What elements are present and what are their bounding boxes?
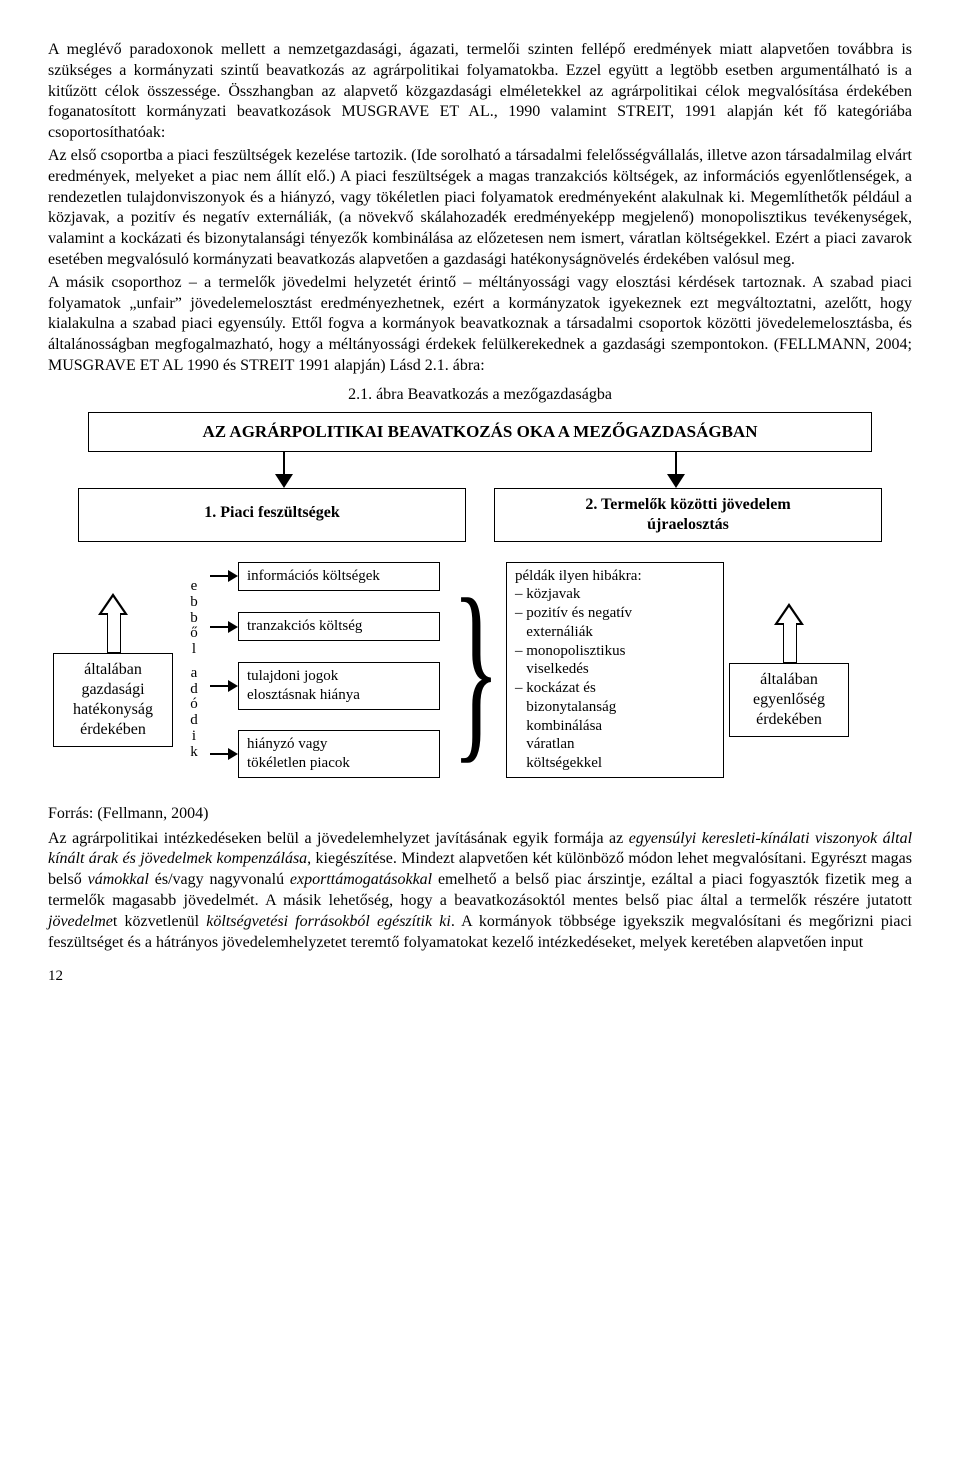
- sub-box-2: tranzakciós költség: [238, 612, 440, 642]
- sub-box-4: hiányzó vagy tökéletlen piacok: [238, 730, 440, 778]
- page-number: 12: [48, 967, 912, 987]
- figure-caption: 2.1. ábra Beavatkozás a mezőgazdaságba: [48, 385, 912, 406]
- paragraph-2: Az első csoportba a piaci feszültségek k…: [48, 146, 912, 271]
- vertical-label: ebből adódik: [178, 562, 210, 778]
- example-4c: kombinálása: [515, 717, 715, 736]
- example-1: – közjavak: [515, 585, 715, 604]
- sub-box-3-l1: tulajdoni jogok: [247, 667, 431, 686]
- arrow-down-icon: [667, 474, 685, 488]
- sub-box-1: információs költségek: [238, 562, 440, 592]
- sub-box-3-l2: elosztásnak hiánya: [247, 686, 431, 705]
- left-note-box: általában gazdasági hatékonyság érdekébe…: [53, 653, 173, 747]
- examples-head: példák ilyen hibákra:: [515, 567, 715, 586]
- left-note-l4: érdekében: [58, 720, 168, 740]
- examples-box: példák ilyen hibákra: – közjavak – pozit…: [506, 562, 724, 778]
- arrow-right-icon: [210, 753, 228, 755]
- example-2a: – pozitív és negatív: [515, 604, 715, 623]
- example-4b: bizonytalanság: [515, 698, 715, 717]
- right-note-box: általában egyenlőség érdekében: [729, 663, 849, 737]
- sub-box-3: tulajdoni jogok elosztásnak hiánya: [238, 662, 440, 710]
- example-2b: externáliák: [515, 623, 715, 642]
- example-4a: – kockázat és: [515, 679, 715, 698]
- right-note-l1: általában: [734, 670, 844, 690]
- example-4e: költségekkel: [515, 754, 715, 773]
- sub-box-4-l1: hiányzó vagy: [247, 735, 431, 754]
- diagram-header-box: AZ AGRÁRPOLITIKAI BEAVATKOZÁS OKA A MEZŐ…: [88, 412, 872, 452]
- example-3a: – monopolisztikus: [515, 642, 715, 661]
- arrow-right-icon: [210, 575, 228, 577]
- brace-icon: }: [452, 575, 500, 765]
- branch-1-box: 1. Piaci feszültségek: [78, 488, 466, 542]
- arrow-down-icon: [275, 474, 293, 488]
- paragraph-1: A meglévő paradoxonok mellett a nemzetga…: [48, 40, 912, 144]
- arrow-up-icon: [98, 593, 128, 653]
- left-note-l1: általában: [58, 660, 168, 680]
- arrow-right-icon: [210, 685, 228, 687]
- example-3b: viselkedés: [515, 660, 715, 679]
- sub-box-4-l2: tökéletlen piacok: [247, 754, 431, 773]
- left-note-l2: gazdasági: [58, 680, 168, 700]
- branch-2-line-1: 2. Termelők közötti jövedelem: [503, 495, 873, 515]
- right-note-l2: egyenlőség: [734, 690, 844, 710]
- arrow-up-icon: [774, 603, 804, 663]
- paragraph-3: A másik csoporthoz – a termelők jövedelm…: [48, 273, 912, 377]
- left-note-l3: hatékonyság: [58, 700, 168, 720]
- paragraph-4: Az agrárpolitikai intézkedéseken belül a…: [48, 829, 912, 954]
- branch-2-line-2: újraelosztás: [503, 515, 873, 535]
- branch-2-box: 2. Termelők közötti jövedelem újraeloszt…: [494, 488, 882, 542]
- figure-source: Forrás: (Fellmann, 2004): [48, 804, 912, 825]
- arrow-right-icon: [210, 626, 228, 628]
- example-4d: váratlan: [515, 735, 715, 754]
- right-note-l3: érdekében: [734, 710, 844, 730]
- diagram: AZ AGRÁRPOLITIKAI BEAVATKOZÁS OKA A MEZŐ…: [48, 412, 912, 778]
